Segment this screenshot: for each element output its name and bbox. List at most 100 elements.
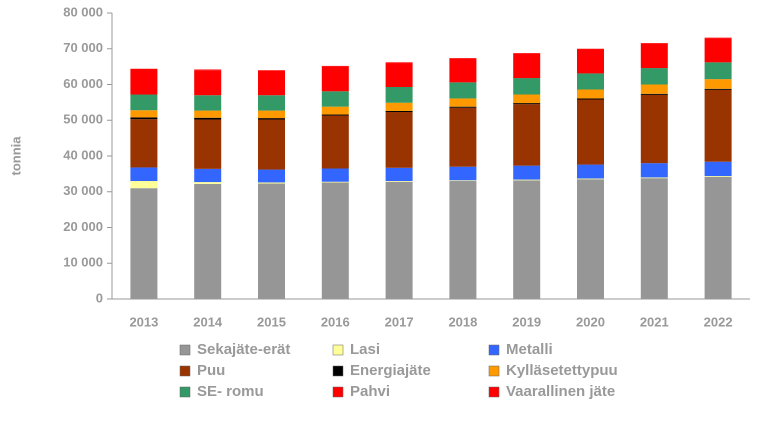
- bar-segment: [385, 63, 413, 88]
- bar-segment: [130, 110, 158, 118]
- bar-segment: [385, 181, 413, 182]
- bar-segment: [258, 70, 285, 71]
- bar-segment: [258, 95, 285, 111]
- legend-label: Lasi: [350, 341, 380, 358]
- bar-segment: [640, 68, 668, 85]
- bar-segment: [704, 38, 732, 63]
- bar-segment: [513, 78, 541, 95]
- bar-segment: [194, 110, 222, 118]
- bar-segment: [704, 79, 732, 89]
- bar-segment: [449, 107, 477, 167]
- bar-segment: [321, 91, 349, 107]
- bar-segment: [194, 119, 222, 169]
- y-tick-label: 30 000: [63, 183, 103, 198]
- bar-segment: [194, 182, 222, 184]
- bar-segment: [449, 58, 477, 83]
- bar-segment: [449, 180, 477, 182]
- bar-segment: [513, 104, 541, 166]
- bar-segment: [130, 181, 158, 189]
- bar-segment: [385, 102, 413, 111]
- bar-segment: [513, 180, 541, 299]
- x-tick-label: 2013: [129, 314, 158, 329]
- bar-segment: [640, 163, 668, 178]
- bar-segment: [258, 70, 285, 96]
- legend-label: SE- romu: [197, 383, 264, 400]
- bar-segment: [130, 68, 158, 70]
- legend-swatch: [488, 365, 500, 377]
- bar-segment: [513, 53, 541, 79]
- bar-segment: [449, 58, 477, 59]
- bar-segment: [385, 112, 413, 168]
- legend-swatch: [179, 386, 191, 398]
- bar-segment: [704, 88, 732, 90]
- bar-segment: [194, 168, 222, 183]
- legend-swatch: [179, 344, 191, 356]
- x-tick-label: 2014: [193, 314, 223, 329]
- y-axis-label: tonnia: [8, 136, 23, 176]
- bar-segment: [640, 177, 668, 179]
- legend-label: Sekajäte-erät: [197, 341, 290, 358]
- bar-segment: [130, 94, 158, 111]
- y-tick-label: 80 000: [63, 4, 103, 19]
- bar-segment: [704, 176, 732, 177]
- bar-segment: [449, 181, 477, 299]
- bar-segment: [258, 182, 285, 184]
- bar-segment: [449, 166, 477, 181]
- bar-segment: [258, 110, 285, 119]
- bar-segment: [513, 179, 541, 181]
- bar-segment: [449, 82, 477, 99]
- x-tick-label: 2017: [385, 314, 414, 329]
- y-tick-label: 20 000: [63, 219, 103, 234]
- x-tick-label: 2019: [512, 314, 541, 329]
- bar-segment: [385, 167, 413, 182]
- bar-segment: [640, 43, 668, 69]
- bar-segment: [513, 103, 541, 105]
- bar-segment: [258, 119, 285, 170]
- legend-label: Kylläsetettypuu: [506, 362, 618, 379]
- bar-segment: [321, 181, 349, 183]
- bar-segment: [577, 98, 604, 100]
- bar-segment: [194, 69, 222, 71]
- bar-segment: [640, 43, 668, 44]
- legend-swatch: [332, 344, 344, 356]
- bar-segment: [704, 37, 732, 39]
- x-tick-label: 2018: [448, 314, 477, 329]
- bar-segment: [577, 164, 604, 179]
- bar-segment: [258, 118, 285, 120]
- y-tick-label: 10 000: [63, 255, 103, 270]
- bar-segment: [640, 178, 668, 299]
- bar-segment: [194, 95, 222, 111]
- bar-segment: [704, 89, 732, 162]
- bar-segment: [321, 106, 349, 115]
- x-tick-label: 2016: [321, 314, 350, 329]
- legend-label: Vaarallinen jäte: [506, 383, 615, 400]
- bar-segment: [130, 119, 158, 168]
- bar-segment: [385, 62, 413, 64]
- bar-segment: [130, 167, 158, 182]
- bar-segment: [130, 188, 158, 299]
- legend-label: Pahvi: [350, 383, 390, 400]
- y-tick-label: 0: [96, 290, 103, 305]
- legend-swatch: [488, 386, 500, 398]
- bar-segment: [704, 62, 732, 80]
- bar-segment: [258, 169, 285, 183]
- bar-segment: [577, 49, 604, 74]
- bar-segment: [449, 98, 477, 107]
- bar-segment: [577, 178, 604, 180]
- bar-segment: [321, 65, 349, 67]
- bar-segment: [577, 89, 604, 99]
- legend-swatch: [332, 365, 344, 377]
- bar-segment: [704, 176, 732, 299]
- bar-segment: [577, 48, 604, 50]
- bar-segment: [130, 117, 158, 120]
- bar-segment: [258, 183, 285, 299]
- bar-segment: [577, 99, 604, 165]
- bar-segment: [194, 183, 222, 299]
- bar-segment: [577, 179, 604, 299]
- bar-segment: [385, 110, 413, 113]
- legend-swatch: [488, 344, 500, 356]
- legend-swatch: [179, 365, 191, 377]
- legend-label: Metalli: [506, 341, 553, 358]
- bar-segment: [321, 66, 349, 92]
